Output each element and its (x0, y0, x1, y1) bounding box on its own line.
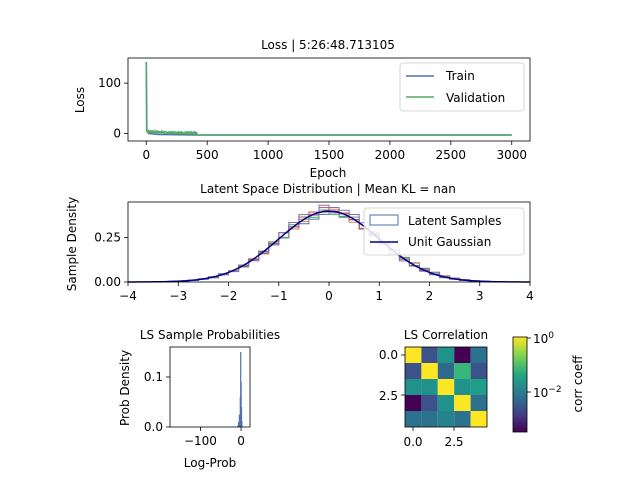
logprob-bars (237, 352, 243, 427)
corr-cell-3-0 (405, 395, 422, 411)
latent-title: Latent Space Distribution | Mean KL = na… (200, 182, 456, 196)
loss-xtick-label-4: 2000 (375, 148, 406, 162)
loss-xtick-label-5: 2500 (436, 148, 467, 162)
corr-cell-1-2 (437, 363, 455, 379)
corr-ytick-label-1: 2.5 (379, 389, 398, 403)
legend-latent-samples-label: Latent Samples (408, 214, 502, 228)
corr-cell-3-3 (454, 395, 471, 411)
loss-title: Loss | 5:26:48.713105 (261, 38, 395, 52)
correlation-panel: LS Correlation 0.0 2.5 0.0 2.5 (379, 328, 585, 449)
logprob-bar-7 (241, 421, 243, 427)
logprob-panel: LS Sample Probabilities −100 0 0.0 0.1 Log-… (118, 328, 280, 470)
corr-cell-2-3 (454, 379, 471, 395)
corr-cell-1-1 (421, 363, 438, 379)
latent-ticks: −4 −3 −2 −1 0 1 2 3 4 0.00 0.25 (94, 231, 534, 303)
correlation-ticks: 0.0 2.5 0.0 2.5 (379, 348, 464, 449)
latent-xtick-label-2: −2 (220, 289, 238, 303)
corr-cell-1-3 (454, 363, 471, 379)
loss-xtick-label-1: 500 (196, 148, 219, 162)
logprob-bar-1 (238, 422, 240, 427)
colorbar: 100 10−2 corr coeff (512, 331, 585, 433)
colorbar-label: corr coeff (571, 355, 585, 413)
corr-cell-4-4 (470, 411, 487, 427)
logprob-ytick-label-0: 0.0 (144, 420, 163, 434)
loss-xtick-label-0: 0 (142, 148, 150, 162)
colorbar-tick-label-mid: 10−2 (533, 385, 562, 400)
legend-train-label: Train (445, 69, 475, 83)
loss-legend-box (399, 62, 525, 112)
colorbar-tick-label-top: 100 (533, 331, 554, 346)
latent-xtick-label-3: −1 (270, 289, 288, 303)
latent-xtick-label-6: 2 (426, 289, 434, 303)
corr-cell-3-4 (470, 395, 487, 411)
loss-xtick-label-3: 1500 (314, 148, 345, 162)
corr-cell-4-3 (454, 411, 471, 427)
corr-cell-4-0 (405, 411, 422, 427)
legend-validation-label: Validation (446, 91, 505, 105)
loss-xtick-label-6: 3000 (496, 148, 527, 162)
latent-xtick-label-5: 1 (375, 289, 383, 303)
corr-cell-0-2 (437, 347, 455, 363)
corr-cell-0-0 (405, 347, 422, 363)
corr-cell-4-2 (437, 411, 455, 427)
logprob-bar-0 (237, 425, 239, 427)
corr-cell-3-1 (421, 395, 438, 411)
corr-xtick-label-0: 0.0 (403, 435, 422, 449)
logprob-xtick-label-1: 0 (237, 434, 245, 448)
loss-xlabel: Epoch (310, 166, 347, 180)
loss-ytick-label-0: 0 (113, 126, 121, 140)
latent-xtick-label-4: 0 (325, 289, 333, 303)
corr-cell-2-4 (470, 379, 487, 395)
latent-xtick-label-8: 4 (526, 289, 534, 303)
latent-legend-box (363, 207, 525, 256)
correlation-axes-frame (404, 346, 488, 428)
corr-cell-2-2 (437, 379, 455, 395)
latent-xtick-label-1: −3 (169, 289, 187, 303)
logprob-bar-6 (240, 407, 243, 427)
logprob-bar-2 (238, 414, 240, 427)
corr-cell-3-2 (437, 395, 455, 411)
corr-cell-4-1 (421, 411, 438, 427)
latent-hist-4 (158, 204, 500, 283)
loss-xtick-label-2: 1000 (253, 148, 284, 162)
logprob-ytick-label-1: 0.1 (144, 370, 163, 384)
loss-ylabel: Loss (73, 87, 87, 113)
loss-ytick-label-1: 100 (98, 76, 121, 90)
correlation-title: LS Correlation (404, 328, 488, 342)
legend-latent-samples-swatch (369, 214, 399, 226)
corr-xtick-label-1: 2.5 (444, 435, 463, 449)
corr-cell-2-1 (421, 379, 438, 395)
loss-panel: Loss | 5:26:48.713105 0 500 1000 1500 2000 25… (73, 38, 531, 180)
logprob-ticks: −100 0 0.0 0.1 (144, 370, 245, 448)
latent-ylabel: Sample Density (65, 197, 79, 291)
logprob-title: LS Sample Probabilities (140, 328, 280, 342)
corr-cell-1-4 (470, 363, 487, 379)
corr-cell-0-3 (454, 347, 471, 363)
unit-gaussian-curve (128, 210, 530, 283)
correlation-cells (405, 347, 487, 427)
logprob-xlabel: Log-Prob (184, 456, 236, 470)
logprob-bar-5 (240, 382, 242, 427)
corr-cell-0-4 (470, 347, 487, 363)
latent-legend: Latent Samples Unit Gaussian (363, 207, 525, 256)
latent-xtick-label-0: −4 (119, 289, 137, 303)
loss-ticks: 0 500 1000 1500 2000 2500 3000 0 100 (98, 76, 527, 162)
logprob-ylabel: Prob Density (118, 350, 132, 426)
logprob-axes-frame (169, 346, 251, 428)
corr-cell-1-0 (405, 363, 422, 379)
corr-cell-2-0 (405, 379, 422, 395)
corr-ytick-label-0: 0.0 (379, 348, 398, 362)
latent-ytick-label-1: 0.25 (94, 231, 121, 245)
corr-cell-0-1 (421, 347, 438, 363)
legend-unit-gaussian-label: Unit Gaussian (408, 235, 491, 249)
loss-validation-noise (146, 128, 198, 136)
colorbar-gradient (512, 336, 528, 433)
logprob-xtick-label-0: −100 (184, 434, 217, 448)
latent-xtick-label-7: 3 (476, 289, 484, 303)
latent-panel: Latent Space Distribution | Mean KL = na… (65, 182, 534, 303)
loss-legend: Train Validation (399, 62, 525, 112)
loss-lines (145, 61, 512, 136)
latent-ytick-label-0: 0.00 (94, 275, 121, 289)
